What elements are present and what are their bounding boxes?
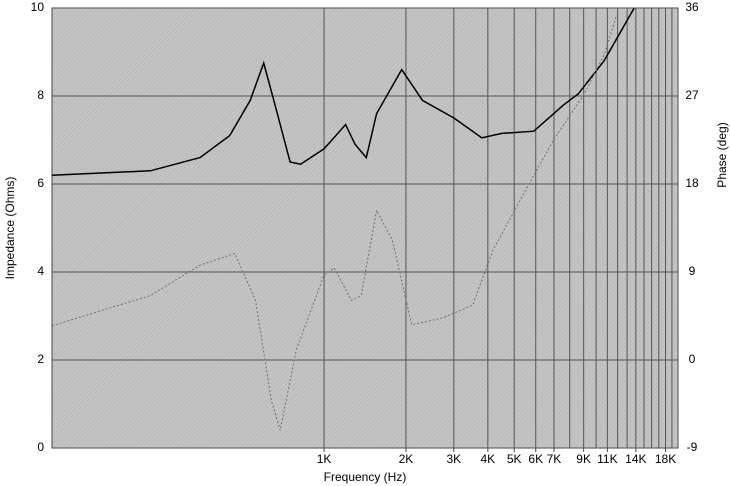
x-tick-label: 5K	[507, 452, 522, 466]
x-tick-label: 6K	[528, 452, 543, 466]
y2-tick-label: 18	[685, 176, 699, 190]
y-tick-label: 6	[37, 176, 44, 190]
y-tick-label: 8	[37, 88, 44, 102]
x-tick-label: 2K	[399, 452, 414, 466]
y-tick-label: 2	[37, 352, 44, 366]
x-tick-label: 1K	[317, 452, 332, 466]
series-line	[52, 8, 635, 176]
x-tick-label: 11K	[597, 452, 617, 466]
x-tick-label: 9K	[576, 452, 591, 466]
x-axis-title: Frequency (Hz)	[324, 470, 407, 484]
x-tick-label: 4K	[481, 452, 496, 466]
y-axis-title: Impedance (Ohms)	[3, 177, 17, 280]
y2-tick-label: 0	[689, 352, 696, 366]
y2-tick-label: 9	[689, 264, 696, 278]
y-tick-label: 4	[37, 264, 44, 278]
y-tick-label: 10	[31, 0, 45, 14]
y2-axis-title: Phase (deg)	[715, 122, 729, 187]
y2-tick-label: 27	[685, 88, 699, 102]
grid	[52, 8, 678, 448]
x-tick-label: 7K	[547, 452, 562, 466]
series-line	[52, 14, 618, 431]
y2-tick-label: -9	[687, 440, 698, 454]
y-tick-label: 0	[37, 440, 44, 454]
plot-area	[51, 7, 679, 449]
lines	[52, 8, 635, 431]
x-tick-label: 14K	[625, 452, 646, 466]
y2-tick-label: 36	[685, 0, 699, 14]
x-tick-label: 3K	[447, 452, 462, 466]
x-tick-label: 18K	[655, 452, 676, 466]
